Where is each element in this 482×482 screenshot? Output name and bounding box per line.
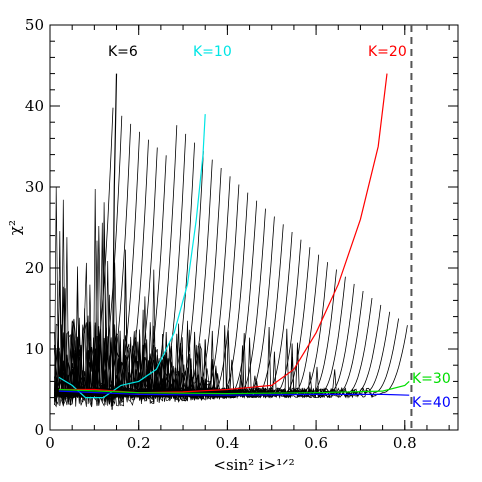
y-tick-label: 50 (25, 16, 44, 34)
noise-curve (54, 296, 236, 406)
model-curves (54, 107, 408, 408)
series-line (111, 73, 118, 410)
curve-label: K=40 (412, 395, 451, 411)
x-tick-label: 0.2 (127, 434, 151, 452)
axis-ticks: 0 0.2 0.4 0.6 0.8 0 10 20 30 40 50 (25, 16, 458, 452)
y-tick-label: 0 (34, 421, 44, 439)
series-line (58, 380, 410, 395)
x-tick-label: 0 (45, 434, 55, 452)
plot-frame (49, 24, 459, 431)
curve-label: K=20 (368, 44, 407, 60)
series-line (58, 114, 206, 399)
x-tick-label: 0.6 (304, 434, 328, 452)
curve-label: K=10 (193, 44, 232, 60)
y-axis-label: χ² (6, 220, 24, 235)
y-tick-label: 30 (25, 178, 44, 196)
highlighted-series (58, 73, 410, 410)
curve-labels: K=6 K=10 K=20 K=30 K=40 (108, 44, 451, 411)
curve-label: K=30 (412, 371, 451, 387)
series-line (58, 390, 410, 396)
x-tick-label: 0.8 (393, 434, 417, 452)
axes-frame (49, 24, 459, 431)
y-tick-label: 10 (25, 340, 44, 358)
y-tick-label: 20 (25, 259, 44, 277)
x-tick-label: 0.4 (215, 434, 239, 452)
y-tick-label: 40 (25, 97, 44, 115)
x-axis-label: <sin² i>¹ᐟ² (213, 456, 294, 474)
curve-label: K=6 (108, 44, 138, 60)
